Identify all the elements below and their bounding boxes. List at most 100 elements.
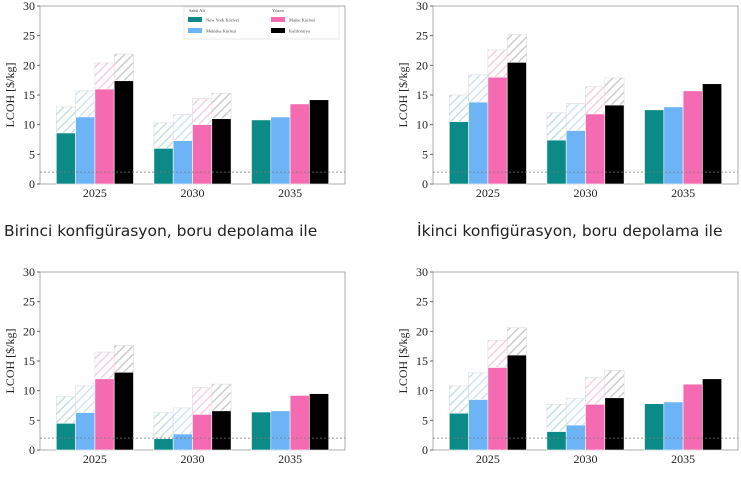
y-tick-label: 30 (416, 0, 428, 13)
bar-maine-körfezi (682, 90, 703, 185)
bar-kaliforniya (211, 410, 232, 451)
y-tick-label: 5 (422, 413, 428, 427)
bar-new-york-körfezi (153, 148, 174, 185)
y-tick-label: 30 (23, 266, 35, 279)
x-tick-label: 2035 (671, 186, 695, 200)
x-tick-label: 2030 (181, 452, 205, 466)
bar-range-meksika-körfezi (172, 114, 193, 141)
bar-range-kaliforniya (604, 370, 625, 399)
y-tick-label: 30 (416, 266, 428, 279)
legend-swatch (188, 17, 202, 22)
bar-maine-körfezi (487, 367, 508, 451)
bar-meksika-körfezi (468, 101, 489, 185)
bar-range-new-york-körfezi (153, 122, 174, 149)
y-tick-label: 30 (23, 0, 35, 13)
bar-kaliforniya (113, 371, 134, 451)
y-tick-label: 5 (29, 413, 35, 427)
bar-range-meksika-körfezi (468, 372, 489, 400)
bar-range-maine-körfezi (192, 387, 213, 415)
bar-kaliforniya (702, 83, 722, 185)
bar-range-new-york-körfezi (55, 106, 76, 134)
x-tick-label: 2025 (476, 452, 500, 466)
y-tick-label: 10 (23, 384, 35, 398)
bar-kaliforniya (506, 62, 527, 185)
x-tick-label: 2035 (278, 452, 302, 466)
bar-new-york-körfezi (251, 411, 272, 451)
bar-kaliforniya (211, 118, 232, 185)
legend-label: New York Körfezi (206, 18, 240, 23)
bar-meksika-körfezi (270, 116, 291, 185)
bar-kaliforniya (309, 99, 329, 185)
y-tick-label: 15 (23, 354, 35, 368)
bar-kaliforniya (604, 397, 625, 451)
bar-new-york-körfezi (251, 119, 272, 185)
y-tick-label: 15 (23, 88, 35, 102)
legend-label: Kaliforniya (289, 29, 310, 34)
legend-box (183, 6, 340, 40)
bar-range-maine-körfezi (585, 377, 606, 405)
bar-range-new-york-körfezi (546, 112, 567, 141)
x-tick-label: 2025 (83, 452, 107, 466)
bar-meksika-körfezi (270, 410, 291, 451)
x-tick-label: 2035 (671, 452, 695, 466)
y-tick-label: 20 (23, 324, 35, 338)
bar-new-york-körfezi (55, 132, 76, 185)
y-tick-label: 10 (416, 118, 428, 132)
x-tick-label: 2025 (83, 186, 107, 200)
y-axis-label: LCOH [$/kg] (3, 329, 17, 394)
bar-new-york-körfezi (644, 109, 665, 185)
bar-meksika-körfezi (172, 140, 193, 185)
y-tick-label: 25 (23, 29, 35, 43)
bar-maine-körfezi (289, 395, 310, 451)
bar-meksika-körfezi (663, 401, 684, 451)
bar-new-york-körfezi (644, 403, 665, 451)
bar-range-maine-körfezi (192, 98, 213, 125)
bar-range-maine-körfezi (585, 86, 606, 115)
bar-range-kaliforniya (211, 383, 232, 412)
bar-range-maine-körfezi (94, 351, 115, 380)
bar-maine-körfezi (585, 113, 606, 185)
bar-kaliforniya (702, 378, 722, 451)
legend-swatch (188, 28, 202, 33)
bar-maine-körfezi (487, 76, 508, 185)
caption-chart-2: İkinci konfigürasyon, boru depolama ile (417, 222, 723, 240)
y-tick-label: 25 (23, 295, 35, 309)
bar-kaliforniya (604, 104, 625, 185)
bar-meksika-körfezi (565, 130, 586, 185)
bar-meksika-körfezi (565, 424, 586, 451)
bar-kaliforniya (309, 393, 329, 451)
x-tick-label: 2030 (181, 186, 205, 200)
legend: Sabit Alt Yüzen New York Körfezi Meksika Kö… (183, 6, 340, 40)
y-tick-label: 0 (422, 443, 428, 457)
bar-new-york-körfezi (55, 423, 76, 451)
bar-range-new-york-körfezi (55, 396, 76, 424)
bar-maine-körfezi (192, 124, 213, 185)
bar-range-new-york-körfezi (153, 412, 174, 440)
legend-label: Meksika Körfezi (206, 29, 237, 34)
y-axis-label: LCOH [$/kg] (396, 329, 410, 394)
bar-range-kaliforniya (604, 77, 625, 106)
y-tick-label: 25 (416, 295, 428, 309)
caption-chart-1: Birinci konfigürasyon, boru depolama ile (4, 222, 318, 240)
y-tick-label: 5 (422, 147, 428, 161)
legend-swatch (271, 17, 285, 22)
legend-swatch (271, 28, 285, 33)
y-tick-label: 20 (416, 58, 428, 72)
bar-range-maine-körfezi (487, 49, 508, 78)
bar-range-meksika-körfezi (565, 398, 586, 426)
legend-group-title: Sabit Alt (189, 8, 206, 13)
bar-range-kaliforniya (506, 327, 527, 356)
bar-range-meksika-körfezi (172, 407, 193, 435)
y-axis-label: LCOH [$/kg] (3, 63, 17, 128)
x-tick-label: 2030 (574, 452, 598, 466)
bar-maine-körfezi (192, 414, 213, 451)
bar-range-kaliforniya (113, 53, 134, 82)
y-tick-label: 0 (29, 177, 35, 191)
bar-range-meksika-körfezi (75, 90, 96, 118)
legend-group-title: Yüzen (272, 8, 284, 13)
y-tick-label: 0 (29, 443, 35, 457)
x-tick-label: 2025 (476, 186, 500, 200)
